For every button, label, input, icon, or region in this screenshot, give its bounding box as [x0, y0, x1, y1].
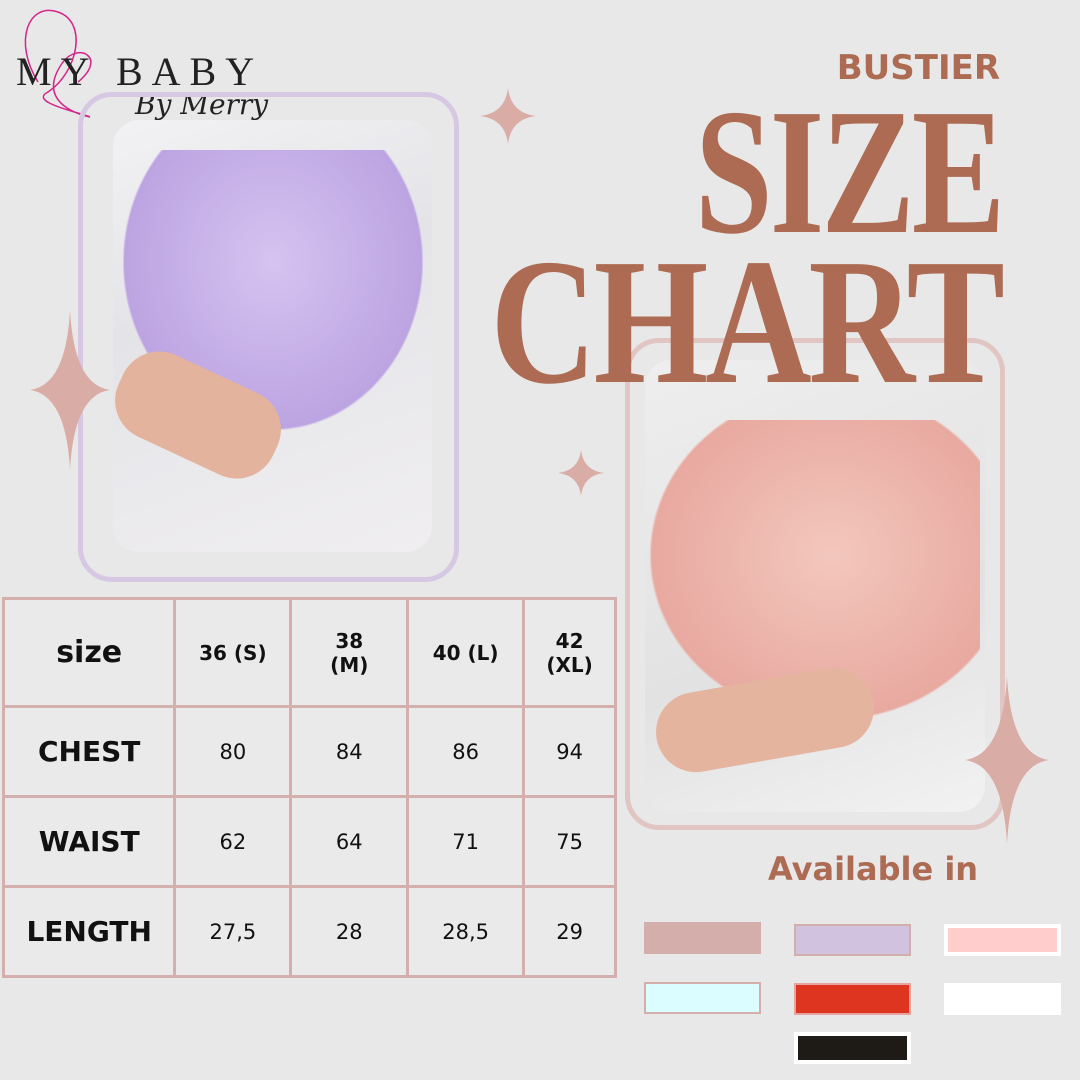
row-label: WAIST: [1, 795, 177, 888]
table-cell: 75: [522, 795, 617, 888]
title-size: SIZE: [694, 72, 1005, 271]
table-header: 42 (XL): [522, 597, 617, 708]
color-swatch: [794, 983, 911, 1015]
table-row: WAIST 62 64 71 75: [1, 795, 617, 888]
row-label: LENGTH: [1, 885, 177, 978]
table-cell: 84: [289, 705, 410, 798]
color-swatch: [944, 983, 1061, 1015]
table-cell: 71: [406, 795, 526, 888]
logo-swirl-icon: [24, 9, 92, 118]
sparkle-icon: [965, 676, 1049, 844]
sparkle-icon: [30, 310, 110, 470]
lavender-photo-frame: [78, 92, 459, 582]
table-cell: 28: [289, 885, 410, 978]
table-cell: 80: [173, 705, 293, 798]
sparkle-icon: [480, 88, 536, 144]
title-chart: CHART: [490, 222, 1006, 421]
logo-text: MY BABY: [16, 49, 264, 94]
lavender-bustier-photo: [113, 120, 432, 552]
table-header: 38 (M): [289, 597, 410, 708]
table-cell: 64: [289, 795, 410, 888]
color-swatch: [794, 924, 911, 956]
table-row: CHEST 80 84 86 94: [1, 705, 617, 798]
table-header-row: size 36 (S) 38 (M) 40 (L) 42 (XL): [1, 597, 617, 708]
table-cell: 28,5: [406, 885, 526, 978]
pink-photo-frame: [625, 338, 1005, 830]
pink-bustier-photo: [645, 360, 985, 812]
table-cell: 27,5: [173, 885, 293, 978]
row-label: CHEST: [1, 705, 177, 798]
available-in-label: Available in: [768, 850, 979, 888]
color-swatch: [644, 982, 761, 1014]
color-swatch: [794, 1032, 911, 1064]
size-table: size 36 (S) 38 (M) 40 (L) 42 (XL) CHEST …: [1, 597, 617, 978]
table-row: LENGTH 27,5 28 28,5 29: [1, 885, 617, 978]
table-cell: 86: [406, 705, 526, 798]
sparkle-icon: [558, 450, 604, 496]
table-cell: 94: [522, 705, 617, 798]
table-cell: 29: [522, 885, 617, 978]
table-cell: 62: [173, 795, 293, 888]
table-header: 40 (L): [406, 597, 526, 708]
product-label: BUSTIER: [836, 48, 1000, 88]
table-header: 36 (S): [173, 597, 293, 708]
table-header: size: [1, 597, 177, 708]
color-swatch: [644, 922, 761, 954]
color-swatch: [944, 924, 1061, 956]
